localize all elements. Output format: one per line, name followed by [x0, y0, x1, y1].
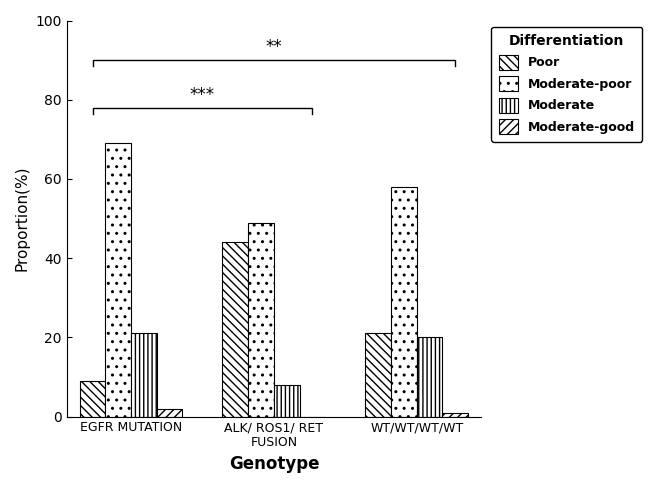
- Bar: [222, 243, 248, 417]
- Text: ***: ***: [190, 86, 215, 103]
- Bar: [391, 187, 417, 417]
- Bar: [365, 333, 391, 417]
- Text: **: **: [265, 38, 282, 56]
- Bar: [157, 408, 183, 417]
- Legend: Poor, Moderate-poor, Moderate, Moderate-good: Poor, Moderate-poor, Moderate, Moderate-…: [491, 27, 642, 142]
- Bar: [417, 337, 443, 417]
- Y-axis label: Proportion(%): Proportion(%): [15, 166, 30, 271]
- Bar: [443, 413, 468, 417]
- Bar: [131, 333, 157, 417]
- Bar: [274, 385, 300, 417]
- Bar: [248, 223, 274, 417]
- Bar: [105, 143, 131, 417]
- X-axis label: Genotype: Genotype: [229, 455, 319, 473]
- Bar: [80, 381, 105, 417]
